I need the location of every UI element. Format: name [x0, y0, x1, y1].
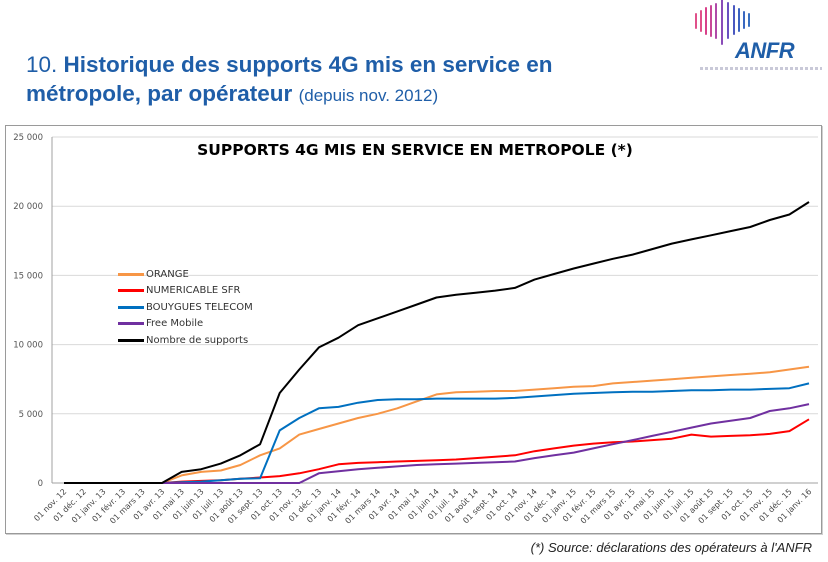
title-main: Historique des supports 4G mis en servic…: [26, 52, 553, 106]
legend-swatch: [118, 322, 144, 326]
legend-swatch: [118, 272, 144, 276]
chart-legend: ORANGE NUMERICABLE SFR BOUYGUES TELECOM Fre…: [118, 266, 253, 349]
legend-label: ORANGE: [146, 268, 189, 280]
legend-label: NUMERICABLE SFR: [146, 285, 241, 297]
anfr-logo: [688, 0, 828, 80]
y-tick-label: 0: [38, 479, 43, 489]
y-tick-label: 20 000: [13, 202, 43, 212]
series-line-bouygues-telecom: [64, 382, 810, 484]
y-tick-label: 10 000: [13, 341, 43, 351]
legend-swatch: [118, 305, 144, 309]
y-tick-label: 15 000: [13, 271, 43, 281]
y-tick-label: 5 000: [19, 410, 43, 420]
legend-swatch: [118, 338, 144, 342]
series-line-numericable-sfr: [64, 418, 810, 484]
title-number: 10.: [26, 52, 58, 77]
legend-item: BOUYGUES TELECOM: [118, 299, 253, 316]
signal-waves-icon: [695, 0, 750, 45]
legend-swatch: [118, 289, 144, 293]
legend-label: Nombre de supports: [146, 334, 249, 346]
legend-item: ORANGE: [118, 266, 253, 283]
legend-item: NUMERICABLE SFR: [118, 283, 253, 300]
series-line-free-mobile: [64, 403, 810, 484]
legend-label: BOUYGUES TELECOM: [146, 301, 253, 313]
logo-tagline: [700, 67, 822, 70]
series-line-orange: [64, 365, 810, 484]
legend-item: Free Mobile: [118, 316, 253, 333]
chart-title: SUPPORTS 4G MIS EN SERVICE EN METROPOLE …: [197, 141, 633, 159]
logo-text: ANFR: [735, 38, 795, 63]
legend-label: Free Mobile: [146, 318, 204, 330]
page-title: 10. Historique des supports 4G mis en se…: [26, 50, 666, 110]
y-tick-label: 25 000: [13, 133, 43, 143]
source-note: (*) Source: déclarations des opérateurs …: [530, 540, 812, 555]
title-suffix: (depuis nov. 2012): [298, 86, 439, 105]
series-line-nombre-de-supports: [64, 201, 810, 484]
legend-item: Nombre de supports: [118, 332, 253, 349]
